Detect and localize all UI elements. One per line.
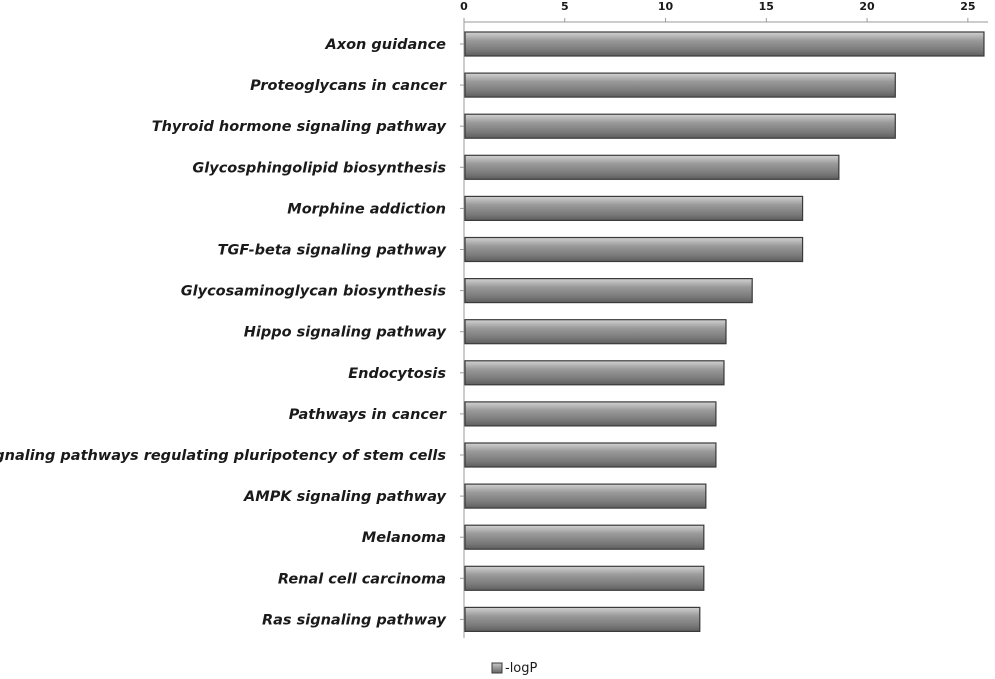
bar bbox=[464, 483, 707, 509]
category-label: Axon guidance bbox=[325, 37, 447, 53]
x-tick-label: 25 bbox=[960, 0, 975, 13]
bar bbox=[464, 442, 717, 468]
bar bbox=[464, 319, 727, 345]
bar bbox=[464, 72, 896, 98]
category-label: Glycosphingolipid biosynthesis bbox=[192, 160, 446, 176]
category-label: Melanoma bbox=[362, 530, 446, 546]
legend: -logP bbox=[491, 661, 538, 676]
bar bbox=[464, 524, 705, 550]
category-label: AMPK signaling pathway bbox=[243, 489, 446, 505]
category-label: Renal cell carcinoma bbox=[278, 571, 446, 587]
category-label: Ras signaling pathway bbox=[262, 612, 447, 628]
bar bbox=[464, 113, 896, 139]
bar bbox=[464, 278, 753, 304]
bar bbox=[464, 401, 717, 427]
bar bbox=[464, 565, 705, 591]
category-label: Hippo signaling pathway bbox=[244, 325, 447, 341]
x-tick-label: 0 bbox=[460, 0, 468, 13]
x-tick-label: 15 bbox=[759, 0, 774, 13]
x-tick-label: 10 bbox=[658, 0, 674, 13]
bar bbox=[464, 154, 840, 180]
bar bbox=[464, 31, 985, 57]
category-label: TGF-beta signaling pathway bbox=[218, 243, 447, 259]
category-label: Signaling pathways regulating pluripoten… bbox=[0, 448, 446, 464]
legend-label: -logP bbox=[505, 661, 538, 676]
legend-swatch bbox=[491, 662, 503, 674]
category-label: Glycosaminoglycan biosynthesis bbox=[181, 284, 447, 300]
bar bbox=[464, 195, 804, 221]
category-labels: Axon guidance Proteoglycans in cancer Thyr… bbox=[0, 37, 447, 628]
bar bbox=[464, 236, 804, 263]
x-axis: 0 5 10 15 20 25 bbox=[460, 0, 988, 638]
category-label: Endocytosis bbox=[348, 366, 446, 382]
category-label: Morphine addiction bbox=[287, 201, 446, 217]
category-label: Pathways in cancer bbox=[289, 407, 447, 423]
bars bbox=[464, 31, 985, 633]
x-tick-label: 20 bbox=[859, 0, 875, 13]
bar bbox=[464, 606, 701, 633]
category-label: Thyroid hormone signaling pathway bbox=[152, 119, 447, 135]
x-tick-label: 5 bbox=[561, 0, 569, 13]
bar bbox=[464, 360, 725, 386]
category-label: Proteoglycans in cancer bbox=[250, 78, 447, 94]
